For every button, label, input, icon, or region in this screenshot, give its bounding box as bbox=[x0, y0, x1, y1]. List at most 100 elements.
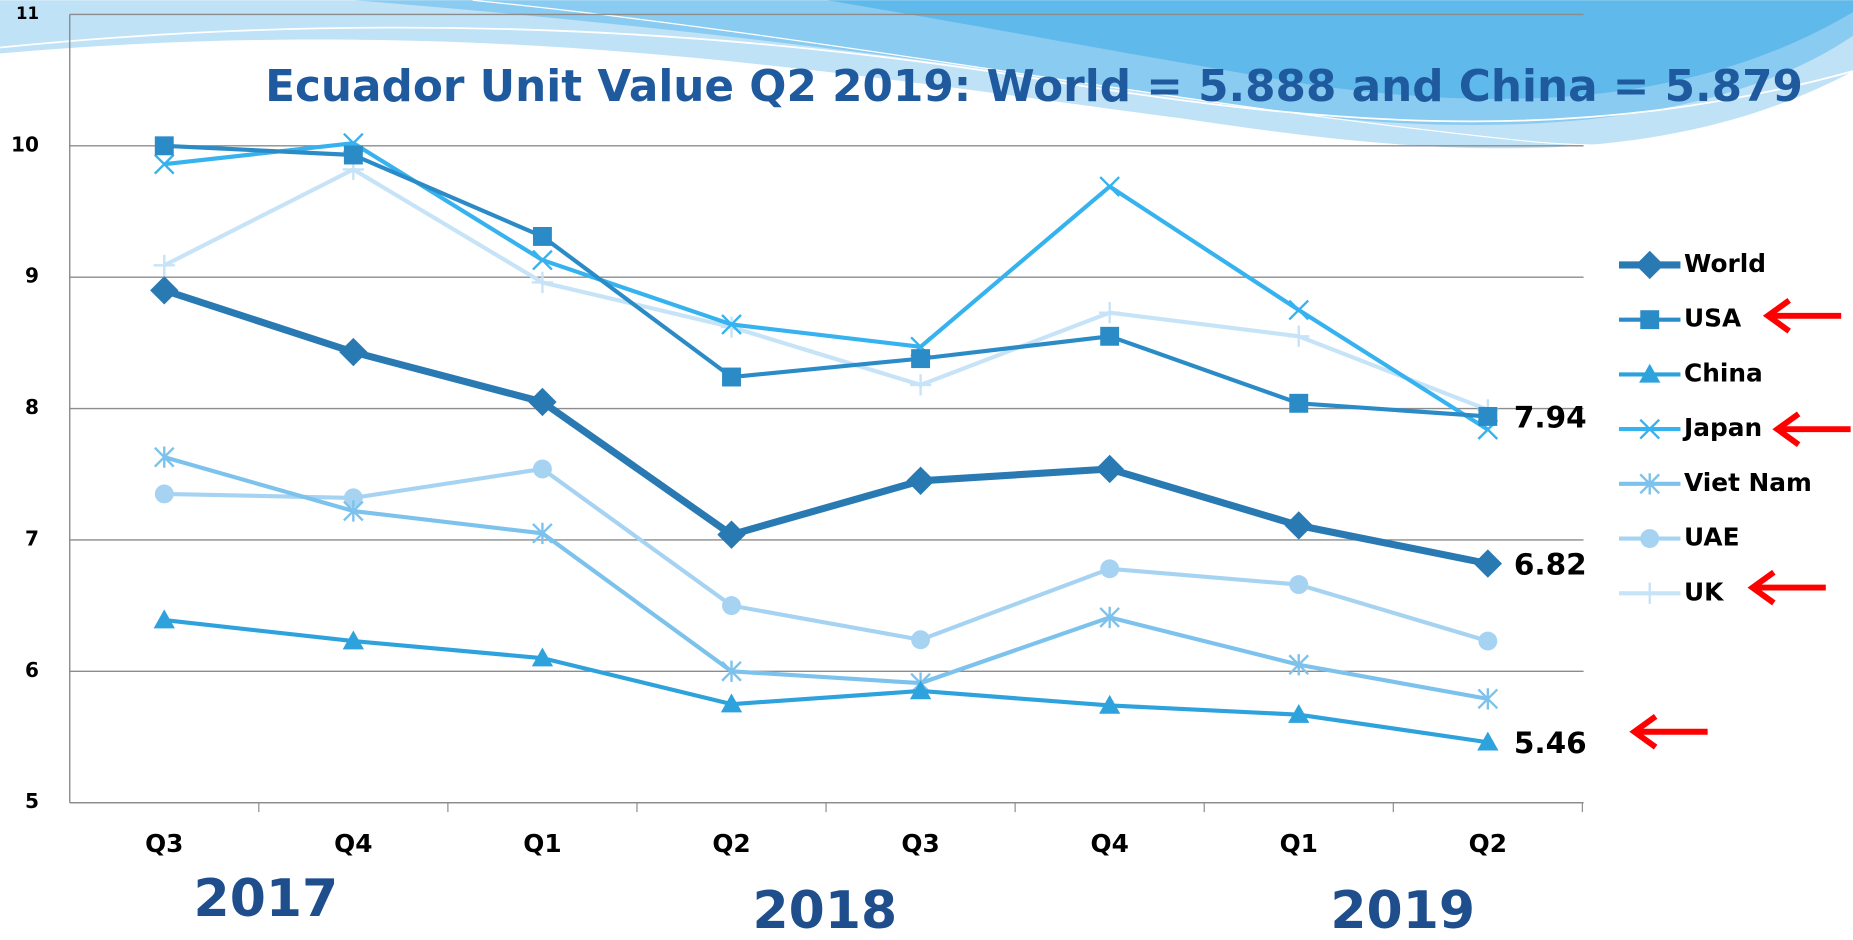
data-label: 7.94 bbox=[1514, 400, 1587, 434]
series bbox=[153, 132, 1499, 440]
series: 7.94 bbox=[154, 136, 1587, 434]
marker bbox=[1635, 250, 1664, 280]
marker bbox=[1478, 406, 1498, 426]
marker bbox=[532, 522, 553, 544]
marker bbox=[1288, 704, 1310, 723]
marker bbox=[909, 374, 932, 396]
series-line bbox=[163, 286, 1489, 568]
marker bbox=[343, 500, 364, 522]
marker bbox=[153, 446, 175, 468]
marker bbox=[1099, 302, 1121, 324]
legend-label: World bbox=[1684, 249, 1766, 278]
y-tick-label: 7 bbox=[25, 526, 39, 550]
marker bbox=[153, 609, 175, 629]
marker bbox=[343, 488, 363, 508]
y-tick-label: 10 bbox=[11, 132, 39, 156]
marker bbox=[1478, 631, 1498, 651]
legend-label: Japan bbox=[1682, 413, 1762, 442]
marker bbox=[339, 337, 368, 367]
marker bbox=[1639, 363, 1661, 383]
arrows bbox=[1629, 298, 1851, 750]
series: 5.46 bbox=[153, 609, 1587, 760]
marker bbox=[1100, 559, 1120, 579]
series-line bbox=[164, 143, 1488, 419]
marker bbox=[1639, 473, 1661, 495]
marker bbox=[531, 271, 554, 294]
data-label: 6.82 bbox=[1514, 547, 1587, 581]
series-line bbox=[163, 167, 1489, 412]
year-label: 2017 bbox=[194, 869, 339, 929]
series-line bbox=[163, 455, 1489, 701]
marker bbox=[1640, 310, 1660, 330]
y-tick-label: 6 bbox=[25, 658, 39, 682]
y-tick-label: 11 bbox=[16, 4, 39, 23]
marker bbox=[153, 153, 175, 175]
marker bbox=[1099, 606, 1120, 629]
x-tick-label: Q3 bbox=[901, 829, 939, 858]
marker bbox=[531, 647, 554, 667]
marker bbox=[1289, 393, 1309, 413]
marker bbox=[1288, 325, 1310, 347]
legend-label: UK bbox=[1684, 577, 1724, 606]
marker bbox=[1473, 549, 1503, 578]
chart-title: Ecuador Unit Value Q2 2019: World = 5.88… bbox=[265, 61, 1803, 112]
marker bbox=[1095, 454, 1124, 484]
marker bbox=[153, 254, 175, 276]
x-tick-label: Q2 bbox=[1469, 829, 1507, 858]
x-tick-label: Q4 bbox=[1091, 829, 1129, 858]
marker bbox=[1099, 694, 1121, 714]
marker bbox=[906, 466, 935, 495]
background-waves bbox=[0, 0, 1853, 149]
marker bbox=[1288, 654, 1310, 676]
data-label: 5.46 bbox=[1514, 726, 1587, 760]
marker bbox=[532, 459, 552, 479]
marker bbox=[1289, 575, 1309, 595]
marker bbox=[1477, 731, 1499, 751]
marker bbox=[154, 136, 174, 156]
series-line bbox=[164, 466, 1489, 644]
marker bbox=[154, 484, 174, 504]
legend-label: Viet Nam bbox=[1684, 468, 1812, 497]
marker bbox=[911, 349, 931, 369]
marker bbox=[150, 276, 179, 305]
x-tick-label: Q4 bbox=[334, 829, 372, 858]
marker bbox=[1640, 529, 1660, 548]
marker bbox=[532, 249, 553, 271]
y-tick-label: 9 bbox=[25, 264, 39, 288]
marker bbox=[342, 630, 364, 650]
marker bbox=[1477, 688, 1499, 710]
marker bbox=[532, 226, 552, 246]
marker bbox=[1099, 176, 1120, 197]
marker bbox=[909, 680, 932, 700]
x-tick-label: Q1 bbox=[523, 829, 561, 858]
y-tick-label: 5 bbox=[25, 789, 39, 813]
marker bbox=[1639, 582, 1661, 604]
marker bbox=[722, 596, 741, 616]
x-tick-label: Q1 bbox=[1280, 829, 1318, 858]
series: 6.82 bbox=[150, 276, 1587, 581]
legend-label: China bbox=[1684, 358, 1763, 387]
y-tick-label: 8 bbox=[25, 395, 39, 419]
series bbox=[154, 459, 1498, 651]
series bbox=[153, 158, 1499, 421]
marker bbox=[911, 630, 931, 650]
marker bbox=[343, 145, 363, 165]
series-line bbox=[164, 618, 1489, 745]
marker bbox=[720, 693, 743, 713]
year-label: 2019 bbox=[1330, 881, 1475, 940]
x-tick-label: Q2 bbox=[712, 829, 750, 858]
legend-label: USA bbox=[1684, 304, 1742, 333]
year-label: 2018 bbox=[753, 881, 898, 940]
series bbox=[153, 446, 1499, 710]
marker bbox=[721, 660, 742, 682]
legend-label: UAE bbox=[1684, 523, 1740, 552]
marker bbox=[1639, 418, 1661, 440]
marker bbox=[1100, 326, 1120, 346]
marker bbox=[721, 314, 742, 335]
marker bbox=[717, 520, 746, 549]
marker bbox=[1288, 299, 1310, 321]
marker bbox=[722, 367, 741, 387]
series-line bbox=[164, 141, 1489, 432]
x-tick-label: Q3 bbox=[145, 829, 183, 858]
